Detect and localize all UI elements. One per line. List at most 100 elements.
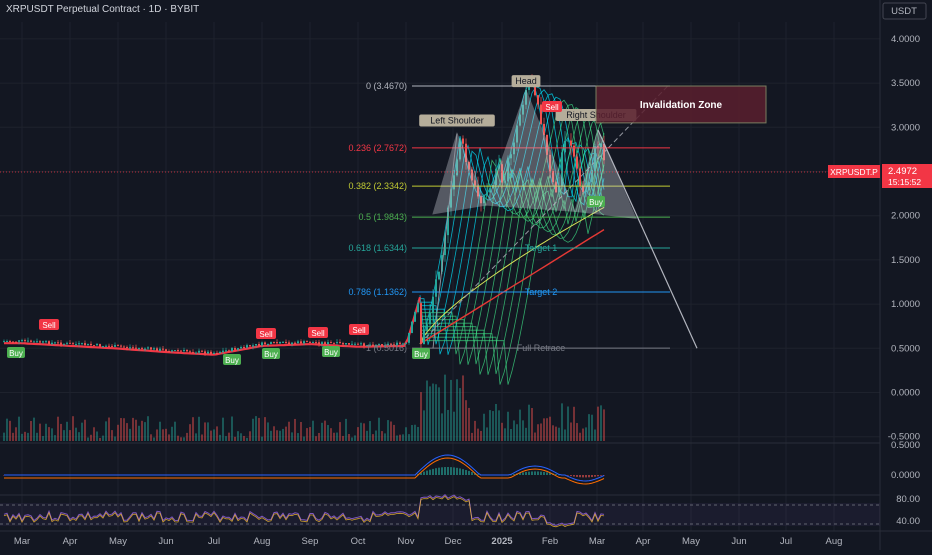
volume-bar <box>429 386 431 441</box>
candle-body <box>54 342 56 344</box>
candle-body <box>102 346 104 348</box>
volume-bar <box>549 416 551 441</box>
invalidation-zone[interactable]: Invalidation Zone <box>595 85 767 124</box>
volume-bar <box>321 422 323 441</box>
volume-bar <box>294 418 296 441</box>
candle-body <box>426 324 428 330</box>
volume-bar <box>99 437 101 441</box>
volume-bar <box>171 426 173 441</box>
candle-body <box>108 345 110 347</box>
buy-signal: Buy <box>587 196 605 207</box>
volume-bar <box>594 429 596 441</box>
volume-bar <box>369 421 371 441</box>
volume-bar <box>33 417 35 441</box>
candle-body <box>126 347 128 349</box>
volume-bar <box>348 433 350 441</box>
candle-body <box>543 123 545 135</box>
volume-bar <box>351 437 353 441</box>
volume-bar <box>405 427 407 441</box>
volume-bar <box>120 418 122 441</box>
x-tick-label: Mar <box>589 536 605 547</box>
candle-body <box>603 143 605 161</box>
candle-body <box>30 340 32 342</box>
candle-body <box>498 164 500 169</box>
candle-body <box>111 345 113 347</box>
candle-body <box>540 104 542 124</box>
volume-bar <box>465 400 467 441</box>
macd-hist-bar <box>447 467 449 475</box>
candle-body <box>60 342 62 345</box>
grid <box>0 22 880 531</box>
candle-body <box>90 343 92 346</box>
candle-body <box>375 344 377 346</box>
volume-bar <box>435 384 437 441</box>
candle-body <box>222 350 224 352</box>
ema-ribbon-line <box>420 99 605 355</box>
candle-body <box>267 343 269 345</box>
y-tick-label: 0.0000 <box>891 388 920 399</box>
candle-body <box>66 342 68 344</box>
volume-bar <box>198 416 200 441</box>
candle-body <box>366 345 368 347</box>
candle-body <box>504 181 506 183</box>
signal-badge <box>256 328 276 339</box>
volume-bar <box>375 430 377 441</box>
sell-signal: Sell <box>349 324 369 335</box>
currency-button[interactable]: USDT <box>882 2 927 20</box>
signal-badge <box>7 347 25 358</box>
sell-signal: Sell <box>308 327 328 338</box>
volume-bar <box>15 427 17 441</box>
candle-body <box>249 345 251 347</box>
trend-dashed-line <box>419 85 669 345</box>
candle-body <box>309 341 311 343</box>
candle-body <box>414 312 416 322</box>
candle-body <box>231 348 233 352</box>
volume-bar <box>66 421 68 441</box>
volume-bar <box>57 416 59 441</box>
volume-bar <box>324 420 326 441</box>
candle-body <box>150 347 152 350</box>
candle-body <box>99 344 101 347</box>
candle-body <box>132 347 134 349</box>
candle-body <box>369 344 371 346</box>
candle-body <box>288 342 290 345</box>
signal-badge <box>542 101 562 112</box>
signal-badge <box>262 348 280 359</box>
candle-body <box>291 342 293 345</box>
volume-bar <box>183 437 185 441</box>
candle-body <box>156 348 158 351</box>
signal-label: Buy <box>414 350 428 359</box>
candle-body <box>24 340 26 342</box>
sell-signal: Sell <box>256 328 276 339</box>
signal-markers: Buy Sell Buy Sell Buy Sell Buy Sell Buy Sell Buy <box>7 101 605 365</box>
macd-hist-bar <box>429 469 431 475</box>
ema-ribbon-line <box>420 117 605 375</box>
y-tick-label: 2.0000 <box>891 211 920 222</box>
volume-bar <box>165 428 167 441</box>
volume-bar <box>108 417 110 441</box>
candle-body <box>189 351 191 353</box>
candle-body <box>465 143 467 163</box>
target-label: Full Retrace <box>517 343 566 353</box>
ema-ribbon-line <box>420 164 605 385</box>
macd-hist-bar <box>573 475 575 477</box>
volume-bar <box>567 406 569 441</box>
volume-bar <box>513 420 515 441</box>
volume-bar <box>138 425 140 441</box>
candle-body <box>429 312 431 325</box>
macd-hist-bar <box>456 467 458 475</box>
candle-body <box>201 350 203 352</box>
buy-signal: Buy <box>223 354 241 365</box>
candle-body <box>357 343 359 345</box>
volume-bar <box>84 419 86 441</box>
candle-body <box>537 95 539 105</box>
candle-body <box>333 342 335 344</box>
candle-body <box>6 341 8 343</box>
candle-body <box>171 350 173 352</box>
candle-body <box>210 351 212 354</box>
fib-label: 0 (3.4670) <box>366 81 407 91</box>
volume-bar <box>117 424 119 441</box>
candle-body <box>168 351 170 353</box>
x-tick-label: Jun <box>158 536 173 547</box>
